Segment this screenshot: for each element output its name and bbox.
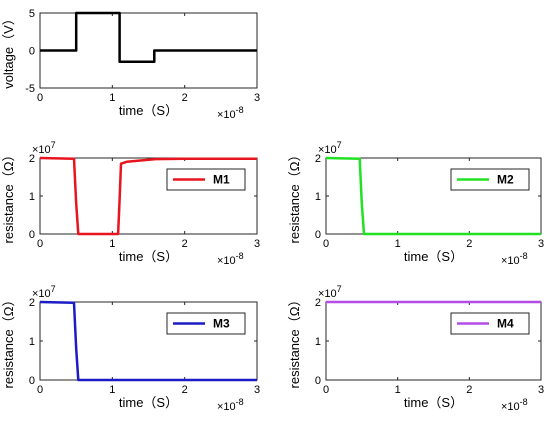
x-tick-label: 3 xyxy=(254,384,260,396)
x-axis-label: time（S） xyxy=(119,249,178,264)
y-tick-label: 2 xyxy=(29,297,35,309)
y-exponent: ×107 xyxy=(318,140,342,156)
y-axis-label: resistance（Ω） xyxy=(1,149,16,244)
legend-box xyxy=(450,312,530,335)
legend-box xyxy=(166,168,246,191)
x-tick-label: 0 xyxy=(323,384,329,396)
y-axis-label: resistance（Ω） xyxy=(287,149,302,244)
y-tick-label: 1 xyxy=(315,336,321,348)
x-tick-label: 2 xyxy=(182,92,188,104)
y-tick-label: 2 xyxy=(29,153,35,165)
y-exponent: ×107 xyxy=(32,284,56,300)
y-tick-label: 0 xyxy=(315,229,321,241)
x-tick-label: 0 xyxy=(37,92,43,104)
x-tick-label: 2 xyxy=(466,384,472,396)
y-exponent: ×107 xyxy=(318,284,342,300)
x-axis-label: time（S） xyxy=(119,103,178,118)
x-tick-label: 2 xyxy=(182,238,188,250)
y-tick-label: 0 xyxy=(29,375,35,387)
x-axis-label: time（S） xyxy=(404,249,463,264)
x-tick-label: 1 xyxy=(109,384,115,396)
x-tick-label: 2 xyxy=(182,384,188,396)
x-tick-label: 3 xyxy=(538,238,544,250)
legend-label: M2 xyxy=(497,173,514,187)
x-axis-label: time（S） xyxy=(404,395,463,410)
legend-label: M3 xyxy=(213,317,230,331)
y-tick-label: 0 xyxy=(29,46,35,58)
x-tick-label: 3 xyxy=(538,384,544,396)
y-tick-label: 1 xyxy=(29,191,35,203)
x-tick-label: 3 xyxy=(254,238,260,250)
x-exponent: ×10-8 xyxy=(217,105,244,121)
x-tick-label: 0 xyxy=(37,238,43,250)
legend-box xyxy=(166,312,246,335)
y-axis-label: voltage（V） xyxy=(1,12,16,89)
y-tick-label: 0 xyxy=(315,375,321,387)
legend-label: M1 xyxy=(213,173,230,187)
x-tick-label: 0 xyxy=(323,238,329,250)
y-tick-label: 0 xyxy=(29,229,35,241)
y-tick-label: 2 xyxy=(315,297,321,309)
x-tick-label: 1 xyxy=(395,384,401,396)
y-tick-label: 2 xyxy=(315,153,321,165)
y-axis-label: resistance（Ω） xyxy=(287,294,302,389)
x-tick-label: 0 xyxy=(37,384,43,396)
y-tick-label: 5 xyxy=(29,8,35,20)
y-tick-label: 1 xyxy=(29,336,35,348)
x-tick-label: 2 xyxy=(466,238,472,250)
series-line-voltage xyxy=(40,11,257,64)
legend-box xyxy=(450,168,530,191)
series-line-M1 xyxy=(40,156,257,236)
x-exponent: ×10-8 xyxy=(501,251,528,267)
y-tick-label: 1 xyxy=(315,191,321,203)
y-exponent: ×107 xyxy=(32,140,56,156)
x-tick-label: 1 xyxy=(109,238,115,250)
x-exponent: ×10-8 xyxy=(217,397,244,413)
x-tick-label: 1 xyxy=(109,92,115,104)
y-tick-label: -5 xyxy=(25,83,35,95)
x-exponent: ×10-8 xyxy=(501,397,528,413)
x-tick-label: 3 xyxy=(254,92,260,104)
y-axis-label: resistance（Ω） xyxy=(1,294,16,389)
x-axis-label: time（S） xyxy=(119,395,178,410)
series-line-M2 xyxy=(326,156,541,236)
legend-label: M4 xyxy=(497,317,514,331)
series-line-M3 xyxy=(40,300,257,382)
x-exponent: ×10-8 xyxy=(217,251,244,267)
x-tick-label: 1 xyxy=(395,238,401,250)
